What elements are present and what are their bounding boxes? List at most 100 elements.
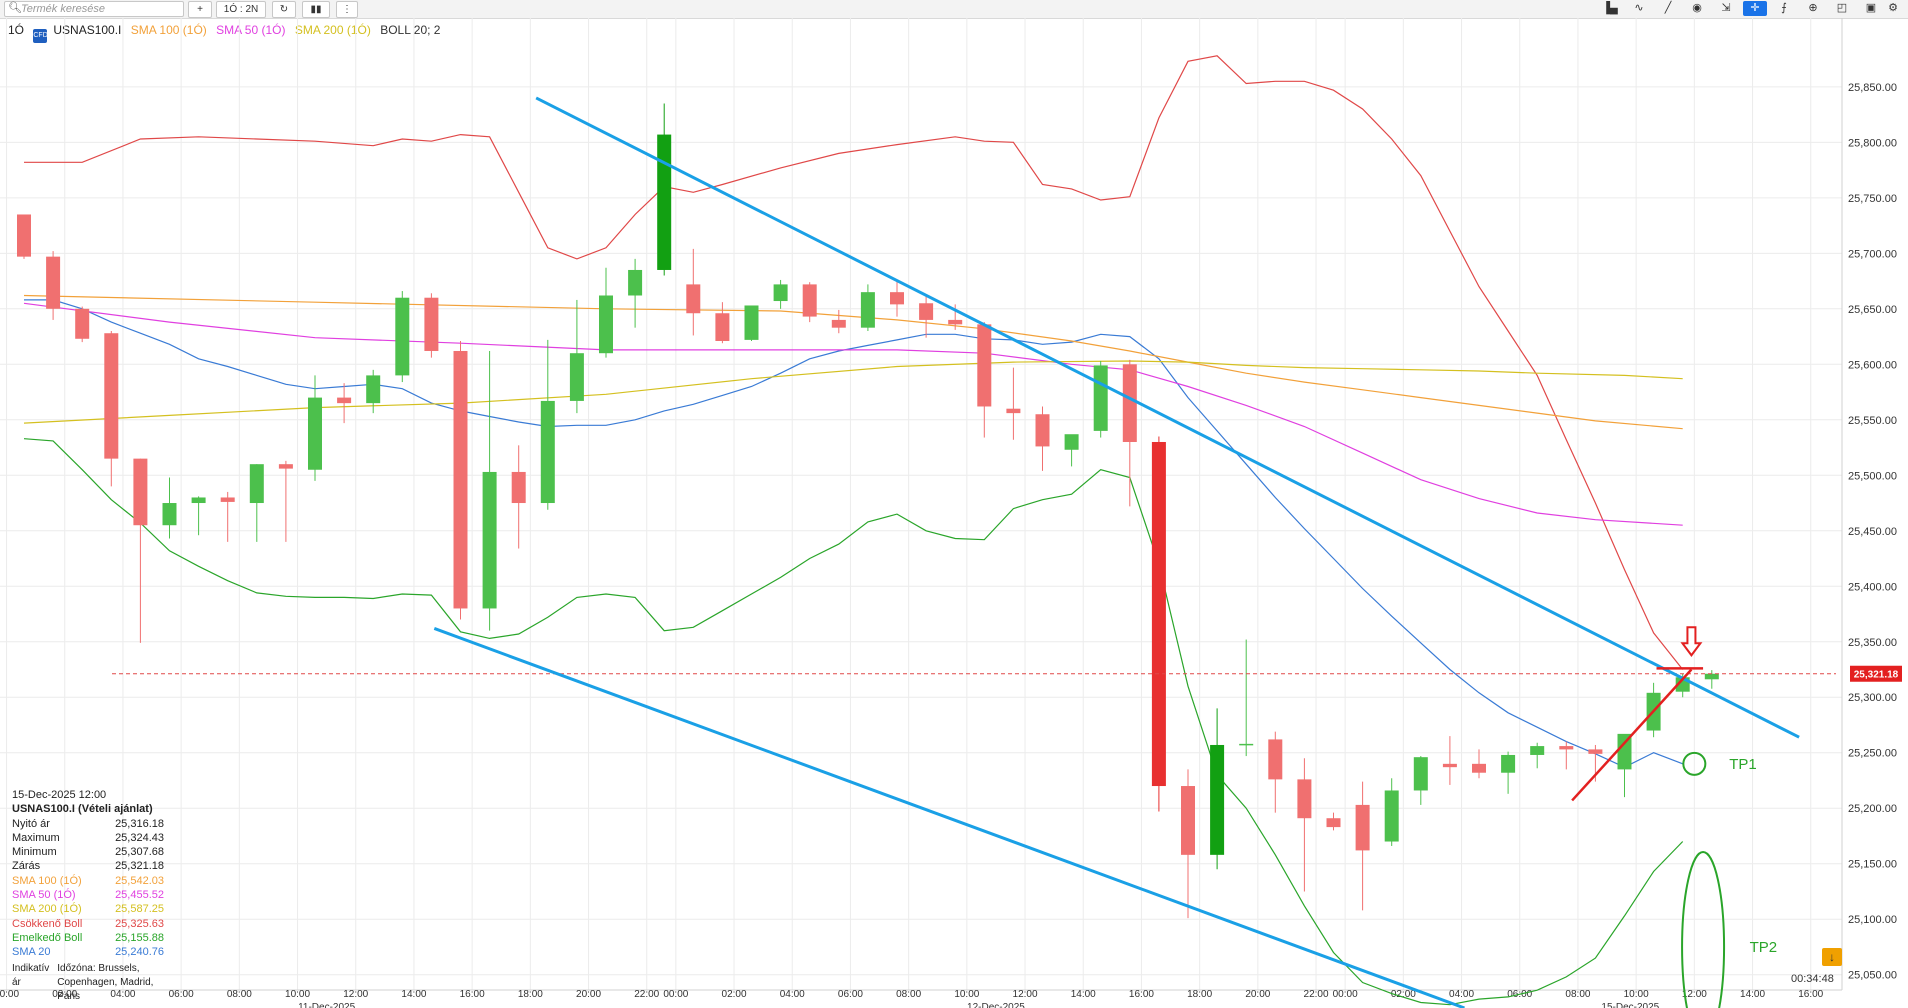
candle-body xyxy=(1064,434,1079,450)
x-tick-label: 12:00 xyxy=(1682,989,1707,1000)
candle-body xyxy=(133,458,148,526)
x-tick-label: 08:00 xyxy=(1565,989,1590,1000)
chart-type-icon[interactable]: ▮▮ xyxy=(302,1,330,18)
y-tick-label: 25,750.00 xyxy=(1848,193,1897,205)
legend-sma100[interactable]: SMA 100 (1Ó) xyxy=(130,23,207,37)
x-tick-label: 06:00 xyxy=(169,989,194,1000)
settings-icon[interactable]: ⚙ xyxy=(1888,2,1898,14)
breakout-trendline xyxy=(1571,668,1693,802)
info-row-label: SMA 200 (1Ó) xyxy=(12,903,82,916)
candle-body xyxy=(337,397,352,404)
info-row-label: Maximum xyxy=(12,831,60,844)
candle-body xyxy=(1326,818,1341,828)
candle-body xyxy=(395,297,410,376)
ohlc-info-box: 15-Dec-2025 12:00 USNAS100.I (Vételi ajá… xyxy=(12,788,164,1004)
line-chart-icon[interactable]: ∿ xyxy=(1634,2,1644,14)
toolbar: 🔍︎ Termék keresése + 1Ó : 2N ↻ ▮▮ ⋮ ▐▄ ∿… xyxy=(0,0,1908,19)
eye-icon[interactable]: ◉ xyxy=(1692,2,1702,14)
x-tick-label: 08:00 xyxy=(896,989,921,1000)
info-row-value: 25,321.18 xyxy=(115,860,164,873)
y-tick-label: 25,100.00 xyxy=(1848,914,1897,926)
x-tick-label: 04:00 xyxy=(780,989,805,1000)
info-row: Maximum 25,324.43 xyxy=(12,831,164,845)
y-tick-label: 25,850.00 xyxy=(1848,82,1897,94)
fullscreen-icon[interactable]: ◰ xyxy=(1836,2,1848,14)
date-label: 11-Dec-2025 xyxy=(298,1002,356,1008)
candle-body xyxy=(453,350,468,609)
info-row-label: Minimum xyxy=(12,846,57,859)
info-row-label: Emelkedő Boll xyxy=(12,931,83,944)
legend-boll[interactable]: BOLL 20; 2 xyxy=(380,23,441,37)
price-chart[interactable]: 25,050.00 25,100.00 25,150.00 25,200.00 25,2… xyxy=(0,18,1908,1008)
x-tick-label: 00:00 xyxy=(663,989,688,1000)
x-tick-label: 02:00 xyxy=(52,989,77,1000)
add-button[interactable]: + xyxy=(188,1,212,18)
candle-body xyxy=(1617,733,1632,770)
timezone-label: Időzóna: Brussels, Copenhagen, Madrid, P… xyxy=(57,962,154,1003)
x-tick-label: 10:00 xyxy=(954,989,979,1000)
info-row-label: SMA 100 (1Ó) xyxy=(12,874,82,887)
refresh-icon[interactable]: ↻ xyxy=(272,1,296,18)
bar-chart-icon[interactable]: ▐▄ xyxy=(1602,2,1618,14)
info-row-value: 25,455.52 xyxy=(115,889,164,902)
x-tick-label: 14:00 xyxy=(1071,989,1096,1000)
search-placeholder: Termék keresése xyxy=(21,3,105,15)
x-tick-label: 10:00 xyxy=(285,989,310,1000)
x-tick-label: 12:00 xyxy=(343,989,368,1000)
info-row: SMA 50 (1Ó) 25,455.52 xyxy=(12,888,164,902)
candle-body xyxy=(17,214,31,257)
series-line-sma-200 xyxy=(23,360,1683,424)
candle-body xyxy=(162,503,177,526)
y-tick-label: 25,400.00 xyxy=(1848,581,1897,593)
candle-body xyxy=(1472,763,1486,773)
camera-icon[interactable]: ▣ xyxy=(1865,2,1877,14)
y-tick-label: 25,550.00 xyxy=(1848,415,1897,427)
info-row-value: 25,587.25 xyxy=(115,903,164,916)
series-line-cs-kken-boll xyxy=(24,55,1684,670)
scroll-to-latest-button[interactable]: ↓ xyxy=(1822,948,1842,966)
candle-body xyxy=(249,464,264,504)
x-tick-label: 00:00 xyxy=(0,989,19,1000)
candle-body xyxy=(424,297,439,351)
zoom-icon[interactable]: ⊕ xyxy=(1808,2,1818,14)
current-price-tag xyxy=(1850,665,1902,682)
candle-body xyxy=(977,324,992,407)
crosshair-icon[interactable]: ✛ xyxy=(1743,1,1767,16)
cfd-badge-icon: CFD xyxy=(33,29,48,43)
indicator-icon[interactable]: ⨍ xyxy=(1781,2,1787,14)
legend-sma50[interactable]: SMA 50 (1Ó) xyxy=(216,23,286,37)
lower-trendline xyxy=(433,627,1465,1008)
fit-icon[interactable]: ⇲ xyxy=(1721,2,1731,14)
x-tick-label: 18:00 xyxy=(1187,989,1212,1000)
candle-body xyxy=(540,400,555,504)
candle-body xyxy=(919,303,934,320)
candle-body xyxy=(366,375,381,404)
candle-body xyxy=(773,284,788,302)
timeframe-button[interactable]: 1Ó : 2N xyxy=(216,1,266,18)
x-tick-label: 14:00 xyxy=(401,989,426,1000)
search-input[interactable]: 🔍︎ Termék keresése xyxy=(4,1,184,17)
y-tick-label: 25,250.00 xyxy=(1848,748,1897,760)
candle-body xyxy=(686,284,701,314)
candle-body xyxy=(1093,365,1108,431)
candle-body xyxy=(715,313,730,341)
candle-body xyxy=(1006,408,1021,414)
info-row-value: 25,325.63 xyxy=(115,917,164,930)
x-tick-label: 18:00 xyxy=(518,989,543,1000)
x-tick-label: 12:00 xyxy=(1013,989,1038,1000)
x-tick-label: 06:00 xyxy=(838,989,863,1000)
info-row: Nyitó ár 25,316.18 xyxy=(12,817,164,831)
draw-line-icon[interactable]: ╱ xyxy=(1664,2,1672,14)
interval-label: 1Ó xyxy=(8,23,25,37)
candle-body xyxy=(1442,763,1457,768)
candle-body xyxy=(1181,786,1195,855)
candle-body xyxy=(104,333,119,459)
candle-body xyxy=(1239,743,1254,746)
legend-sma200[interactable]: SMA 200 (1Ó) xyxy=(294,23,371,37)
more-menu-icon[interactable]: ⋮ xyxy=(336,1,358,18)
y-tick-label: 25,500.00 xyxy=(1848,470,1897,482)
y-tick-label: 25,300.00 xyxy=(1848,692,1897,704)
down-arrow-icon xyxy=(1680,626,1703,657)
candle-body xyxy=(1297,779,1312,819)
x-tick-label: 02:00 xyxy=(1391,989,1416,1000)
